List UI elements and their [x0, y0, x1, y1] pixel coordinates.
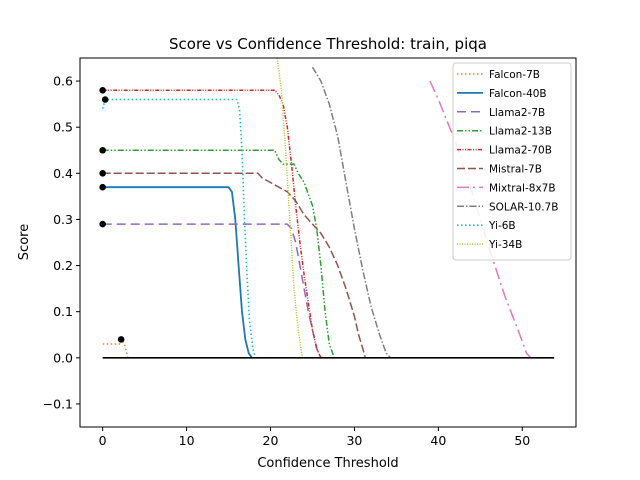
series-line-llama2-7b: [102, 223, 322, 359]
series-line-solar-10-7b: [311, 66, 392, 359]
series-line-falcon-40b: [102, 186, 253, 359]
y-tick-label: 0.5: [53, 120, 73, 135]
legend-label-mistral-7b: Mistral-7B: [489, 164, 542, 176]
legend-label-falcon-7b: Falcon-7B: [489, 69, 540, 81]
y-axis-label: Score: [17, 224, 32, 260]
legend-label-llama2-7b: Llama2-7B: [489, 107, 545, 119]
y-tick-label: 0.1: [53, 304, 73, 319]
x-tick-label: 30: [346, 433, 362, 448]
x-tick-label: 20: [263, 433, 279, 448]
x-tick-label: 50: [514, 433, 530, 448]
y-tick-label: 0.2: [53, 258, 73, 273]
y-tick-label: 0.4: [53, 166, 73, 181]
y-axis: −0.1 0.0 0.1 0.2 0.3 0.4 0.5 0.6: [43, 74, 80, 411]
legend: Falcon-7B Falcon-40B Llama2-7B Llama2-13B Ll…: [452, 62, 572, 261]
marker-layer: [99, 86, 125, 343]
plot-frame: [79, 57, 577, 428]
series-line-yi-34b: [276, 58, 304, 358]
legend-label-falcon-40b: Falcon-40B: [489, 88, 547, 100]
legend-label-solar-10-7b: SOLAR-10.7B: [489, 201, 558, 213]
x-tick-label: 40: [430, 433, 446, 448]
data-layer: [101, 58, 555, 359]
legend-label-yi-6b: Yi-6B: [488, 220, 516, 232]
x-axis: 0 10 20 30 40 50: [99, 427, 530, 448]
x-tick-label: 10: [179, 433, 195, 448]
x-tick-label: 0: [99, 433, 107, 448]
legend-label-llama2-70b: Llama2-70B: [489, 145, 552, 157]
start-marker-llama2-7b: [99, 220, 106, 228]
legend-label-mixtral-8x7b: Mixtral-8x7B: [489, 182, 556, 194]
legend-box: [452, 62, 572, 261]
start-marker-llama2-13b: [99, 146, 106, 154]
chart-title: Score vs Confidence Threshold: train, pi…: [169, 35, 487, 53]
start-marker-mistral-7b: [99, 170, 106, 177]
start-marker-falcon-7b: [117, 336, 125, 343]
start-marker-llama2-70b: [99, 86, 106, 94]
start-marker-yi-6b: [101, 96, 109, 103]
y-tick-label: 0.6: [53, 74, 73, 89]
x-axis-label: Confidence Threshold: [257, 456, 398, 471]
start-marker-falcon-40b: [99, 183, 106, 191]
series-line-llama2-13b: [102, 149, 336, 359]
legend-label-yi-34b: Yi-34B: [488, 239, 522, 251]
y-tick-label: −0.1: [43, 396, 73, 411]
series-line-mistral-7b: [102, 172, 367, 358]
series-line-yi-6b: [101, 98, 257, 359]
legend-label-llama2-13b: Llama2-13B: [489, 126, 552, 138]
y-tick-label: 0.0: [53, 350, 73, 365]
y-tick-label: 0.3: [53, 212, 73, 227]
